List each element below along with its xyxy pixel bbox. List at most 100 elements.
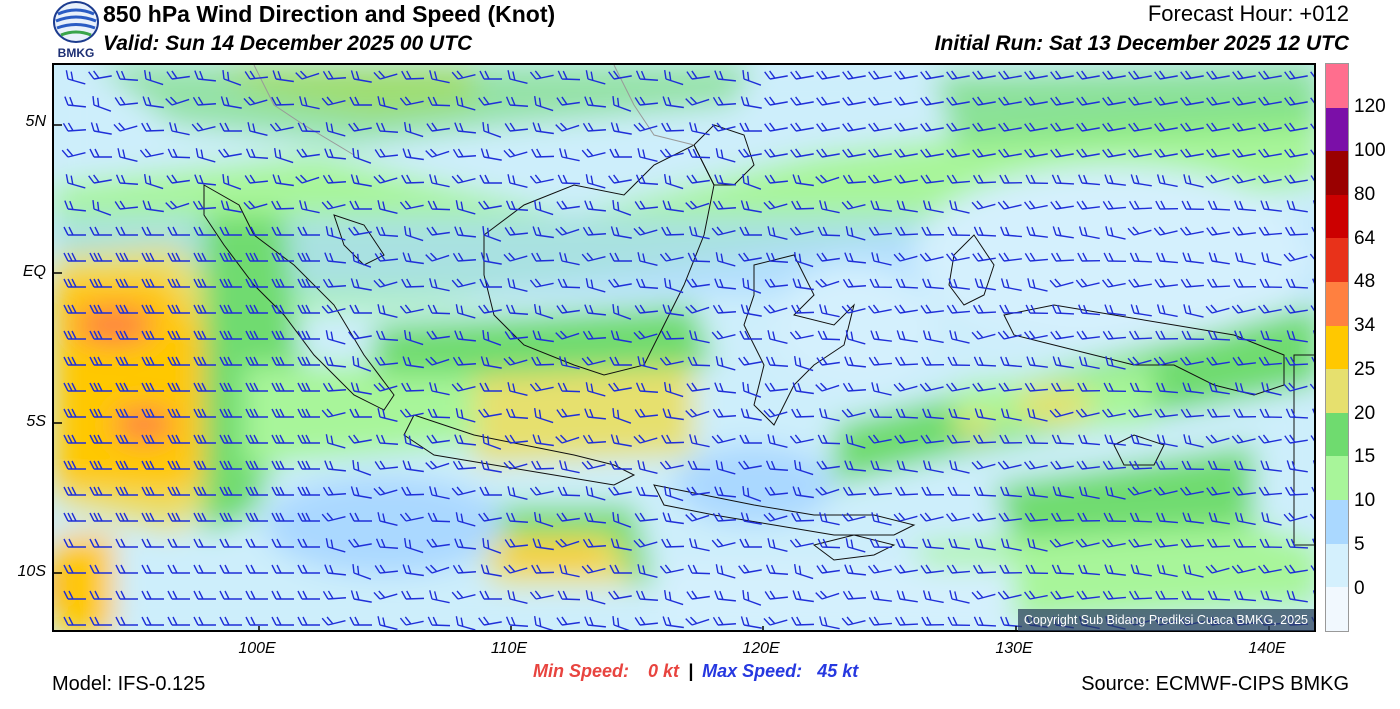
wind-barb <box>1205 564 1230 574</box>
wind-barb <box>555 122 580 132</box>
wind-barb <box>894 564 918 574</box>
wind-barb <box>533 616 554 630</box>
wind-barb <box>1283 382 1308 392</box>
wind-barb <box>972 512 996 522</box>
wind-barb <box>844 460 866 472</box>
wind-barb <box>1050 148 1074 158</box>
wind-barb <box>325 434 346 449</box>
wind-barb <box>429 382 450 396</box>
wind-barb <box>555 538 580 548</box>
wind-barb <box>870 590 892 602</box>
wind-barb <box>322 590 347 600</box>
wind-barb <box>245 226 268 236</box>
wind-barb <box>63 538 86 548</box>
lon-label-130e: 130E <box>995 640 1033 657</box>
wind-barb <box>1283 512 1308 522</box>
wind-barb <box>1155 590 1179 600</box>
wind-barb <box>687 460 711 471</box>
wind-barb <box>1076 460 1100 470</box>
wind-barb <box>789 538 814 548</box>
wind-barb <box>401 70 425 80</box>
wind-barb <box>844 356 866 368</box>
wind-barb <box>403 434 424 450</box>
wind-barb <box>868 616 892 626</box>
wind-barb <box>1129 382 1153 393</box>
wind-barb <box>245 616 268 626</box>
wind-barb <box>505 304 529 315</box>
wind-barb <box>374 148 398 158</box>
wind-barb <box>1285 538 1309 549</box>
wind-barb <box>505 408 529 419</box>
wind-barb <box>1025 434 1049 445</box>
wind-barb <box>375 330 399 341</box>
wind-barb <box>350 590 372 603</box>
wind-barb <box>1310 96 1314 106</box>
wind-barb <box>634 96 658 106</box>
wind-barb <box>999 564 1023 574</box>
wind-barb <box>1309 382 1314 392</box>
wind-barb <box>1257 564 1282 574</box>
wind-barb <box>998 382 1022 392</box>
wind-barb <box>767 538 788 553</box>
wind-barb <box>1024 148 1048 158</box>
colorbar-label: 100 <box>1354 140 1386 161</box>
wind-barb <box>1286 200 1308 213</box>
wind-barb <box>350 278 372 291</box>
wind-barb <box>609 252 632 262</box>
wind-barb <box>1207 590 1231 601</box>
wind-barb <box>348 434 372 444</box>
wind-barb <box>739 226 762 236</box>
wind-barb <box>1232 148 1256 158</box>
wind-barb <box>1128 96 1152 106</box>
wind-barb <box>325 330 346 345</box>
wind-barb <box>1234 512 1256 526</box>
colorbar-label: 0 <box>1354 578 1365 599</box>
wind-barb <box>167 304 190 314</box>
wind-barb <box>635 486 659 497</box>
max-speed-label: Max Speed: <box>702 661 803 681</box>
wind-barb <box>922 538 944 550</box>
wind-barb <box>637 564 658 579</box>
wind-barb <box>531 252 555 262</box>
wind-barb <box>247 122 268 137</box>
wind-barb <box>1181 200 1205 211</box>
wind-barb <box>504 122 528 132</box>
wind-barb <box>764 278 788 288</box>
wind-barb <box>581 564 606 574</box>
wind-barb <box>661 538 685 548</box>
wind-barb <box>195 148 216 163</box>
wind-barb <box>948 408 970 420</box>
wind-barb <box>271 616 294 626</box>
wind-barb <box>711 330 736 340</box>
wind-barb <box>1284 486 1309 496</box>
wind-barb <box>1154 96 1178 106</box>
wind-barb <box>1024 382 1048 392</box>
wind-barb <box>222 70 242 86</box>
wind-barb <box>894 174 918 184</box>
wind-barb <box>1310 122 1314 132</box>
wind-barb <box>141 434 164 444</box>
colorbar-label: 120 <box>1354 96 1386 117</box>
wind-barb <box>1286 590 1308 603</box>
wind-barb <box>1180 408 1204 418</box>
wind-barb <box>245 252 268 262</box>
wind-barb <box>948 538 970 550</box>
wind-barb <box>739 538 762 548</box>
wind-barb <box>557 70 581 81</box>
wind-barb <box>972 148 996 158</box>
wind-barb <box>868 122 892 132</box>
wind-barb <box>740 96 762 109</box>
wind-barb <box>1052 226 1074 239</box>
wind-barb <box>1310 70 1314 80</box>
wind-barb <box>297 564 320 574</box>
wind-barb <box>1258 122 1282 132</box>
wind-barb <box>763 616 788 626</box>
wind-barb <box>1075 408 1100 418</box>
wind-barb <box>949 460 970 474</box>
wind-barb <box>507 590 528 605</box>
wind-barb <box>503 460 528 470</box>
wind-barb <box>921 356 945 366</box>
wind-barb <box>503 148 528 158</box>
wind-barb <box>272 70 294 83</box>
wind-barb <box>1078 226 1100 240</box>
